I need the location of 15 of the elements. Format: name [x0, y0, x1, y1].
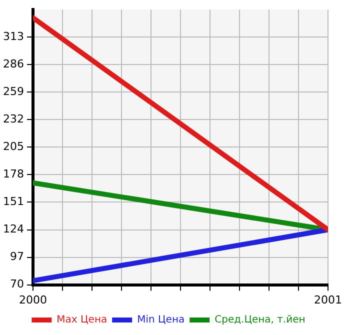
y-tick-label: 313	[2, 30, 24, 43]
legend-label: Min Цена	[137, 314, 185, 326]
y-tick-label: 70	[10, 278, 24, 291]
legend-label: Сред.Цена, т.йен	[214, 314, 306, 326]
y-tick-label: 124	[2, 222, 24, 236]
x-tick-label: 2001	[314, 293, 342, 306]
y-tick-label: 259	[2, 85, 24, 98]
legend-label: Max Цена	[56, 314, 108, 326]
y-tick-label: 97	[10, 250, 24, 264]
y-tick-label: 286	[2, 58, 24, 70]
x-tick-label: 2000	[18, 293, 47, 306]
y-tick-label: 151	[2, 195, 24, 208]
y-tick-label: 178	[2, 168, 24, 181]
y-tick-label: 232	[2, 112, 24, 126]
y-tick-label: 205	[2, 140, 24, 154]
